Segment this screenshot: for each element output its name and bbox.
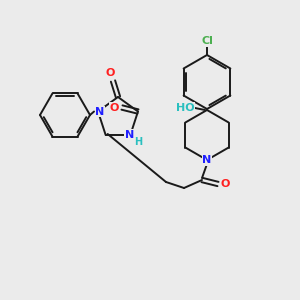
Text: O: O bbox=[109, 103, 119, 112]
Text: N: N bbox=[95, 106, 105, 116]
Text: H: H bbox=[134, 137, 142, 147]
Text: Cl: Cl bbox=[201, 36, 213, 46]
Text: N: N bbox=[125, 130, 134, 140]
Text: O: O bbox=[105, 68, 115, 78]
Text: O: O bbox=[220, 179, 230, 189]
Text: HO: HO bbox=[176, 103, 194, 113]
Text: N: N bbox=[202, 155, 211, 165]
